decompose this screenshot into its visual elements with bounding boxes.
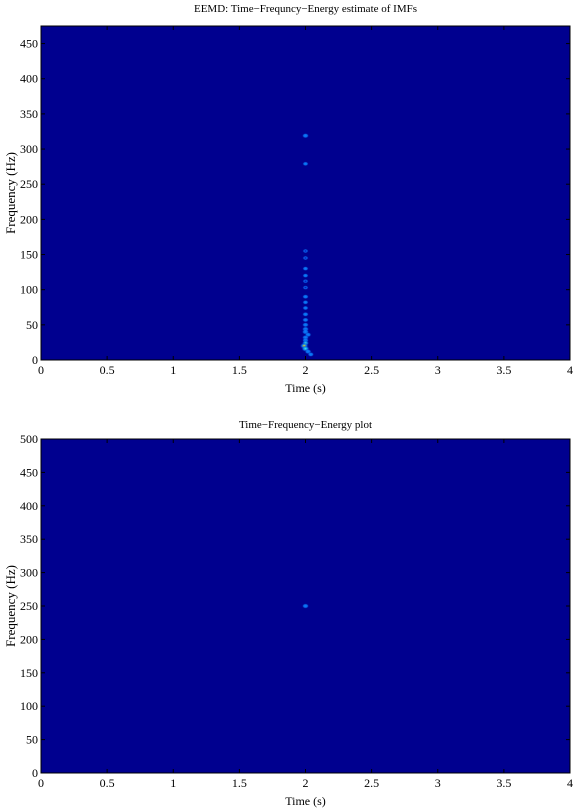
x-tick-label: 1.5 [232, 776, 247, 790]
y-tick-label: 100 [20, 699, 38, 713]
y-tick-label: 150 [20, 248, 38, 262]
axis-ticks: 0 0.5 1 1.5 2 2.5 3 3.5 4 0 50 100 150 200 250 300 350 40… [20, 26, 573, 377]
y-tick-label: 300 [20, 566, 38, 580]
bottom-chart: Time−Frequency−Energy plot 0 0.5 1 1.5 2 2.5 3… [3, 419, 573, 808]
y-tick-label: 400 [20, 499, 38, 513]
energy-point [302, 294, 309, 300]
y-tick-label: 450 [20, 465, 38, 479]
energy-point [302, 285, 309, 290]
y-tick-label: 400 [20, 72, 38, 86]
y-tick-label: 200 [20, 212, 38, 226]
x-tick-label: 4 [567, 776, 573, 790]
chart-title: Time−Frequency−Energy plot [239, 419, 372, 431]
x-tick-label: 0 [38, 776, 44, 790]
energy-point [302, 278, 309, 284]
y-tick-label: 250 [20, 599, 38, 613]
energy-point [301, 603, 310, 609]
x-axis-label: Time (s) [285, 381, 326, 395]
energy-point [307, 351, 315, 357]
y-tick-label: 50 [26, 318, 38, 332]
y-tick-label: 500 [20, 432, 38, 446]
x-tick-label: 1.5 [232, 363, 247, 377]
x-tick-label: 1 [170, 363, 176, 377]
energy-point [302, 305, 309, 311]
y-tick-label: 50 [26, 733, 38, 747]
energy-point [302, 266, 309, 271]
x-tick-label: 3.5 [496, 363, 511, 377]
x-tick-label: 3.5 [496, 776, 511, 790]
energy-point [301, 133, 310, 139]
x-tick-label: 0 [38, 363, 44, 377]
y-tick-label: 0 [32, 766, 38, 780]
energy-point [302, 322, 309, 328]
x-tick-label: 2 [303, 363, 309, 377]
chart-title: EEMD: Time−Frequncy−Energy estimate of I… [194, 3, 417, 15]
y-axis-label: Frequency (Hz) [3, 565, 18, 647]
energy-point [302, 299, 309, 305]
energy-marks [301, 603, 310, 609]
x-tick-label: 2 [303, 776, 309, 790]
x-tick-label: 2.5 [364, 363, 379, 377]
x-tick-label: 4 [567, 363, 573, 377]
x-tick-label: 0.5 [100, 776, 115, 790]
y-axis-label: Frequency (Hz) [3, 152, 18, 234]
x-axis-label: Time (s) [285, 794, 326, 808]
energy-point [302, 317, 309, 323]
energy-point [302, 161, 309, 167]
y-tick-label: 250 [20, 177, 38, 191]
energy-point [302, 255, 309, 261]
top-chart: EEMD: Time−Frequncy−Energy estimate of I… [3, 3, 573, 395]
x-tick-label: 0.5 [100, 363, 115, 377]
y-tick-label: 150 [20, 666, 38, 680]
y-tick-label: 200 [20, 632, 38, 646]
energy-point [302, 248, 309, 254]
x-tick-label: 2.5 [364, 776, 379, 790]
x-tick-label: 1 [170, 776, 176, 790]
y-tick-label: 100 [20, 283, 38, 297]
energy-point [302, 273, 309, 278]
y-tick-label: 0 [32, 353, 38, 367]
x-tick-label: 3 [435, 363, 441, 377]
y-tick-label: 350 [20, 107, 38, 121]
energy-point [302, 311, 309, 317]
y-tick-label: 300 [20, 142, 38, 156]
y-tick-label: 350 [20, 532, 38, 546]
axis-ticks: 0 0.5 1 1.5 2 2.5 3 3.5 4 0 50 100 150 200 250 300 350 40… [20, 432, 573, 790]
x-tick-label: 3 [435, 776, 441, 790]
y-tick-label: 450 [20, 37, 38, 51]
energy-marks [299, 133, 315, 357]
